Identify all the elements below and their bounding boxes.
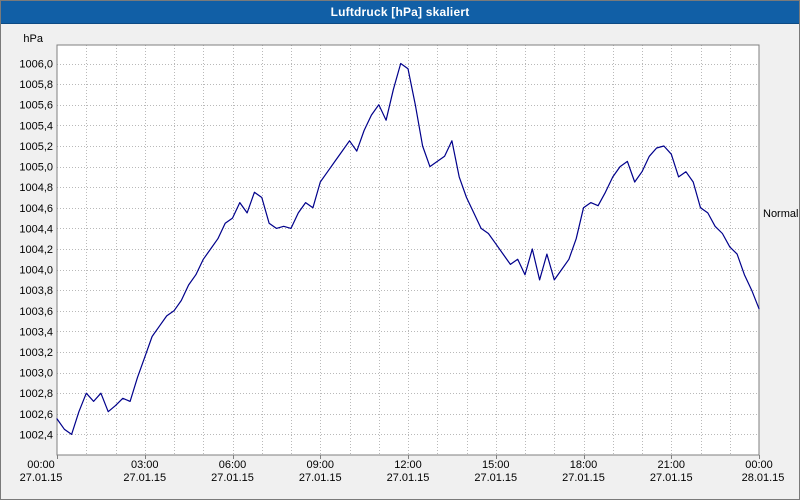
svg-text:1003,8: 1003,8 [19,285,53,297]
svg-text:1003,2: 1003,2 [19,347,53,359]
svg-text:27.01.15: 27.01.15 [562,472,605,484]
svg-text:1004,6: 1004,6 [19,203,53,215]
svg-text:1002,8: 1002,8 [19,388,53,400]
svg-text:1005,4: 1005,4 [19,120,53,132]
normal-annotation: Normal [763,208,798,220]
window-titlebar: Luftdruck [hPa] skaliert [1,1,799,24]
svg-text:1005,0: 1005,0 [19,162,53,174]
svg-text:09:00: 09:00 [306,459,334,471]
svg-text:1002,4: 1002,4 [19,429,53,441]
pressure-line [56,62,760,435]
svg-text:1004,2: 1004,2 [19,244,53,256]
svg-text:1003,6: 1003,6 [19,306,53,318]
y-unit-label: hPa [23,33,43,45]
svg-text:21:00: 21:00 [657,459,685,471]
y-axis-labels: 1006,0 1005,8 1005,6 1005,4 1005,2 1005,0 1004… [19,59,53,442]
pressure-chart: 1006,0 1005,8 1005,6 1005,4 1005,2 1005,0 1004… [19,33,798,484]
svg-text:1004,0: 1004,0 [19,265,53,277]
svg-text:27.01.15: 27.01.15 [299,472,342,484]
svg-text:1005,2: 1005,2 [19,141,53,153]
chart-title: Luftdruck [hPa] skaliert [330,5,470,19]
svg-text:1002,6: 1002,6 [19,409,53,421]
svg-text:27.01.15: 27.01.15 [211,472,254,484]
svg-text:27.01.15: 27.01.15 [387,472,430,484]
svg-text:1004,8: 1004,8 [19,182,53,194]
svg-text:28.01.15: 28.01.15 [742,472,785,484]
svg-text:1003,4: 1003,4 [19,326,53,338]
svg-text:27.01.15: 27.01.15 [123,472,166,484]
svg-text:1005,8: 1005,8 [19,79,53,91]
svg-text:1004,4: 1004,4 [19,223,53,235]
svg-text:15:00: 15:00 [482,459,510,471]
svg-text:03:00: 03:00 [131,459,159,471]
svg-text:27.01.15: 27.01.15 [650,472,693,484]
svg-text:1006,0: 1006,0 [19,59,53,71]
svg-text:12:00: 12:00 [394,459,422,471]
svg-text:27.01.15: 27.01.15 [20,472,63,484]
x-axis-labels: 00:0027.01.1503:0027.01.1506:0027.01.150… [20,455,785,484]
svg-text:18:00: 18:00 [570,459,598,471]
svg-text:27.01.15: 27.01.15 [474,472,517,484]
svg-text:1003,0: 1003,0 [19,368,53,380]
svg-text:00:00: 00:00 [745,459,773,471]
svg-text:06:00: 06:00 [219,459,247,471]
svg-text:1005,6: 1005,6 [19,100,53,112]
svg-text:00:00: 00:00 [27,459,55,471]
